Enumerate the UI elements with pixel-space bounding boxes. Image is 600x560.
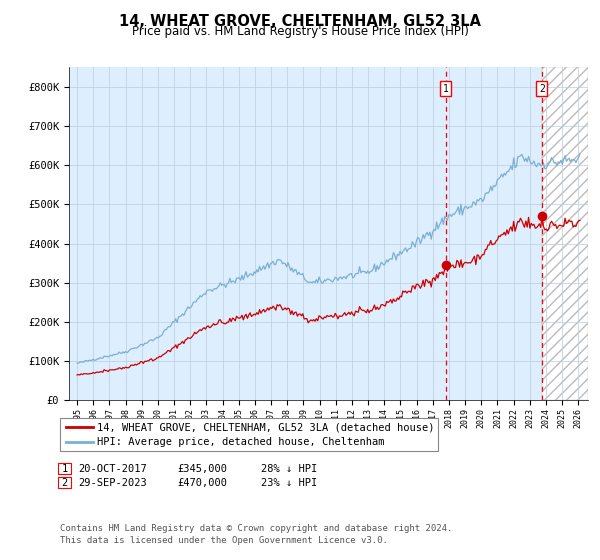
Text: 29-SEP-2023: 29-SEP-2023	[78, 478, 147, 488]
Text: Price paid vs. HM Land Registry's House Price Index (HPI): Price paid vs. HM Land Registry's House …	[131, 25, 469, 38]
Text: 28% ↓ HPI: 28% ↓ HPI	[261, 464, 317, 474]
Text: 1: 1	[62, 464, 68, 474]
Text: 1: 1	[443, 84, 449, 94]
Text: 14, WHEAT GROVE, CHELTENHAM, GL52 3LA (detached house): 14, WHEAT GROVE, CHELTENHAM, GL52 3LA (d…	[97, 422, 434, 432]
Text: 14, WHEAT GROVE, CHELTENHAM, GL52 3LA: 14, WHEAT GROVE, CHELTENHAM, GL52 3LA	[119, 14, 481, 29]
Text: 2: 2	[62, 478, 68, 488]
Bar	[542, 67, 588, 400]
Text: 23% ↓ HPI: 23% ↓ HPI	[261, 478, 317, 488]
Text: £345,000: £345,000	[177, 464, 227, 474]
Bar	[446, 67, 542, 400]
Text: This data is licensed under the Open Government Licence v3.0.: This data is licensed under the Open Gov…	[60, 536, 388, 545]
Text: 2: 2	[539, 84, 545, 94]
Text: Contains HM Land Registry data © Crown copyright and database right 2024.: Contains HM Land Registry data © Crown c…	[60, 524, 452, 533]
Text: £470,000: £470,000	[177, 478, 227, 488]
Text: HPI: Average price, detached house, Cheltenham: HPI: Average price, detached house, Chel…	[97, 437, 385, 447]
Bar	[542, 67, 588, 400]
Text: 20-OCT-2017: 20-OCT-2017	[78, 464, 147, 474]
